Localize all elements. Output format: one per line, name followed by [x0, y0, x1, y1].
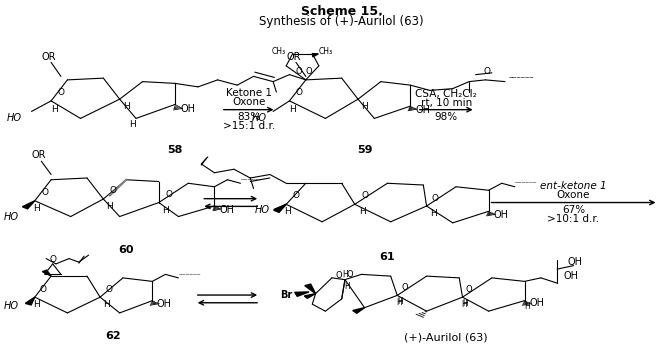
- Text: H: H: [429, 209, 437, 218]
- Text: OH: OH: [180, 104, 195, 114]
- Text: Ketone 1: Ketone 1: [225, 88, 272, 98]
- Text: O: O: [296, 67, 303, 75]
- Text: OH: OH: [530, 298, 545, 308]
- Text: O: O: [40, 284, 47, 294]
- Text: O: O: [484, 67, 491, 75]
- Text: 60: 60: [119, 245, 134, 255]
- Text: 62: 62: [105, 331, 121, 341]
- Polygon shape: [274, 204, 287, 212]
- Polygon shape: [25, 297, 35, 305]
- Text: 83%: 83%: [237, 112, 260, 122]
- Text: H: H: [107, 201, 113, 210]
- Text: ent-ketone 1: ent-ketone 1: [540, 181, 607, 191]
- Text: O: O: [306, 67, 313, 75]
- Text: >10:1 d.r.: >10:1 d.r.: [548, 214, 600, 224]
- Text: O: O: [296, 88, 303, 96]
- Text: H: H: [398, 297, 403, 306]
- Text: H: H: [123, 102, 130, 111]
- Text: O: O: [402, 283, 409, 292]
- Polygon shape: [42, 270, 51, 276]
- Text: H: H: [462, 300, 467, 309]
- Polygon shape: [22, 201, 35, 209]
- Text: OR: OR: [42, 52, 56, 62]
- Text: H: H: [162, 206, 168, 215]
- Text: rt, 10 min: rt, 10 min: [421, 98, 472, 108]
- Text: O: O: [49, 255, 56, 264]
- Text: O: O: [466, 285, 472, 294]
- Text: 98%: 98%: [435, 112, 458, 122]
- Text: O: O: [41, 188, 48, 197]
- Text: >15:1 d.r.: >15:1 d.r.: [223, 121, 274, 131]
- Text: H: H: [397, 298, 402, 307]
- Text: (+)-Aurilol (63): (+)-Aurilol (63): [405, 333, 488, 342]
- Text: Oxone: Oxone: [557, 190, 590, 200]
- Text: H: H: [284, 208, 291, 216]
- Text: O: O: [105, 285, 112, 294]
- Text: H: H: [361, 103, 368, 111]
- Text: H: H: [289, 105, 296, 114]
- Text: OH: OH: [494, 210, 509, 220]
- Text: ~~~~~~: ~~~~~~: [508, 75, 533, 81]
- Text: Synthesis of (+)-Aurilol (63): Synthesis of (+)-Aurilol (63): [260, 15, 424, 27]
- Text: CSA, CH₂Cl₂: CSA, CH₂Cl₂: [415, 89, 477, 99]
- Text: H: H: [103, 300, 110, 309]
- Text: HO: HO: [3, 301, 18, 311]
- Text: ~~~~~~: ~~~~~~: [178, 272, 201, 277]
- Text: HO: HO: [7, 114, 21, 124]
- Text: OH: OH: [567, 257, 582, 267]
- Text: Scheme 15.: Scheme 15.: [301, 5, 382, 18]
- Text: OH: OH: [219, 205, 235, 215]
- Text: O: O: [431, 194, 439, 203]
- Polygon shape: [353, 308, 364, 313]
- Text: CH₃: CH₃: [319, 47, 333, 56]
- Polygon shape: [305, 284, 315, 294]
- Text: ~~~~~~: ~~~~~~: [515, 181, 537, 186]
- Text: O: O: [335, 271, 342, 280]
- Polygon shape: [274, 204, 287, 212]
- Text: OH: OH: [157, 299, 172, 309]
- Text: 61: 61: [380, 252, 395, 262]
- Text: H: H: [33, 300, 40, 309]
- Text: OH: OH: [564, 271, 578, 281]
- Text: O: O: [165, 190, 172, 199]
- Text: O: O: [109, 186, 117, 195]
- Text: HO: HO: [255, 205, 270, 215]
- Text: HO: HO: [252, 114, 266, 124]
- Text: ~~~~~~: ~~~~~~: [240, 177, 263, 182]
- Text: H: H: [130, 120, 136, 129]
- Text: 59: 59: [357, 145, 372, 155]
- Text: OR: OR: [287, 52, 301, 62]
- Text: Oxone: Oxone: [232, 97, 265, 107]
- Text: HO: HO: [3, 211, 18, 221]
- Text: Br: Br: [280, 290, 293, 300]
- Text: O: O: [346, 270, 353, 279]
- Text: H: H: [462, 299, 468, 308]
- Text: O: O: [58, 88, 64, 96]
- Text: H: H: [51, 105, 58, 114]
- Text: H: H: [344, 282, 350, 291]
- Text: OR: OR: [32, 150, 46, 160]
- Text: OH: OH: [415, 105, 431, 115]
- Polygon shape: [295, 292, 309, 296]
- Text: CH₃: CH₃: [272, 47, 287, 56]
- Text: O: O: [293, 191, 299, 200]
- Text: H: H: [359, 208, 366, 216]
- Text: H: H: [524, 303, 530, 312]
- Text: O: O: [361, 191, 368, 200]
- Text: H: H: [342, 270, 348, 279]
- Polygon shape: [305, 294, 315, 298]
- Text: 58: 58: [168, 145, 183, 155]
- Text: 67%: 67%: [562, 205, 585, 215]
- Text: H: H: [33, 204, 40, 213]
- Polygon shape: [312, 54, 318, 57]
